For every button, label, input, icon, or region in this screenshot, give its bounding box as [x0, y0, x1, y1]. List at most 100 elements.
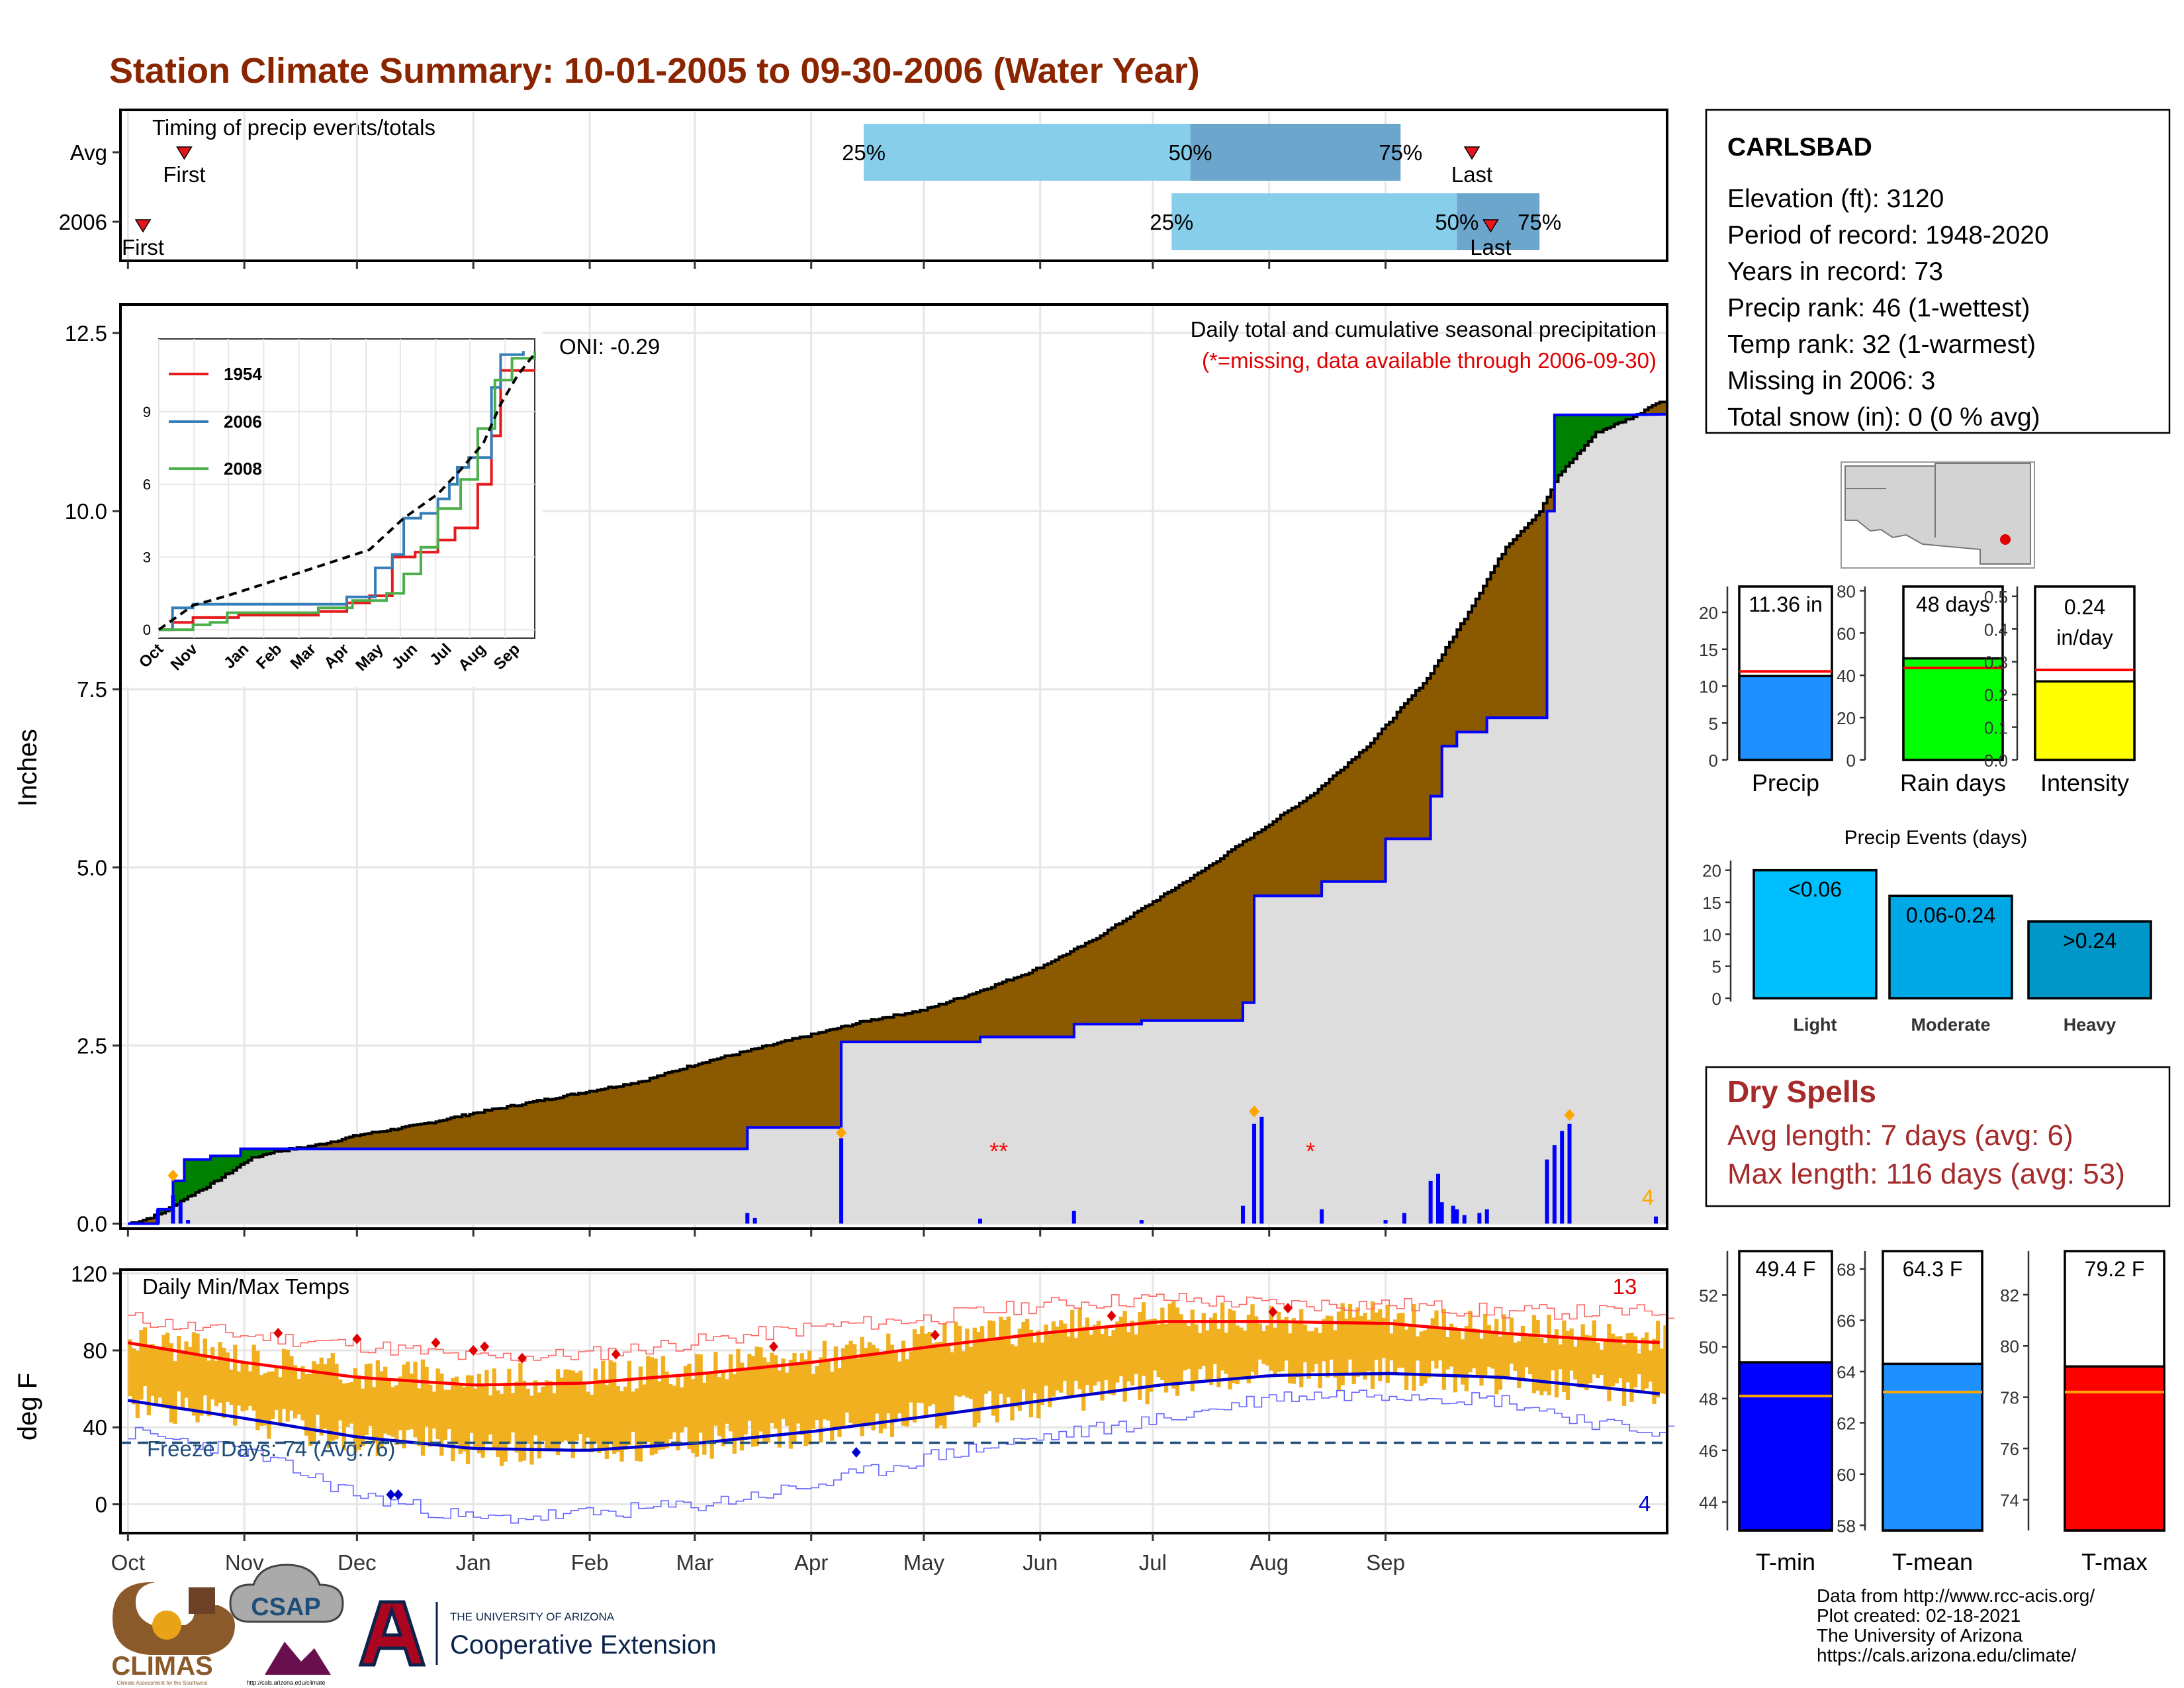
precip-ytick-label: 12.5: [65, 321, 107, 346]
precip-missing-marker: *: [1306, 1138, 1315, 1165]
precip-deficit-area: [1149, 904, 1154, 1021]
temp-daily-range-bar: [1239, 1327, 1244, 1377]
temp-daily-range-bar: [841, 1348, 846, 1428]
precip-deficit-area: [1547, 496, 1551, 512]
precip-deficit-area: [687, 1066, 692, 1149]
chart-rain-days-ytick-label: 80: [1837, 581, 1856, 601]
temp-daily-range-bar: [773, 1355, 778, 1429]
temp-daily-range-bar: [979, 1326, 985, 1409]
temp-daily-range-bar: [601, 1360, 606, 1451]
temp-daily-range-bar: [1070, 1309, 1075, 1398]
precip-deficit-area: [1378, 733, 1383, 882]
precip-deficit-area: [1506, 547, 1510, 718]
events-ytick-label: 5: [1712, 957, 1721, 977]
temp-daily-range-bar: [619, 1391, 624, 1462]
temp-daily-range-bar: [180, 1352, 185, 1409]
chart-intensity-bar: [2034, 680, 2136, 761]
precip-deficit-area: [1070, 951, 1075, 1037]
temp-daily-range-bar: [1347, 1303, 1353, 1360]
station-name: CARLSBAD: [1727, 133, 1872, 162]
precip-deficit-area: [1138, 911, 1142, 1025]
precip-deficit-area: [1104, 933, 1109, 1025]
temp-daily-range-bar: [1408, 1326, 1412, 1374]
precip-deficit-area: [593, 1091, 598, 1149]
precip-daily-bar: [1477, 1213, 1482, 1224]
temp-daily-range-bar: [158, 1349, 162, 1398]
precip-deficit-area: [1197, 872, 1203, 1021]
temp-daily-range-bar: [1573, 1346, 1578, 1380]
precip-surplus-area: [188, 1159, 193, 1197]
precip-deficit-area: [819, 1032, 823, 1128]
temp-daily-range-bar: [660, 1356, 666, 1450]
precip-deficit-area: [406, 1126, 410, 1149]
temp-daily-range-bar: [1551, 1336, 1555, 1371]
chart-t-min-ytick-label: 46: [1699, 1441, 1718, 1461]
precip-deficit-area: [582, 1093, 586, 1149]
temp-daily-range-bar: [1336, 1311, 1342, 1391]
precip-deficit-area: [1302, 801, 1308, 896]
footer: CLIMAS Climate Assessment for the Southw…: [111, 1564, 2095, 1686]
precip-deficit-area: [649, 1078, 655, 1149]
temp-ytick-label: 40: [83, 1415, 107, 1440]
chart-t-mean-value-label: 64.3 F: [1903, 1257, 1963, 1281]
temp-daily-range-bar: [1513, 1342, 1518, 1371]
precip-daily-bar: [978, 1218, 982, 1224]
precip-daily-bar: [839, 1138, 844, 1224]
temp-average-max-line: [127, 1320, 1660, 1387]
inset-legend-label: 2008: [224, 459, 262, 479]
temp-daily-range-bar: [1310, 1331, 1315, 1372]
precip-surplus-area: [191, 1159, 197, 1196]
temp-daily-range-bar: [143, 1327, 148, 1386]
chart-t-mean-ytick-label: 64: [1837, 1362, 1856, 1382]
temp-daily-range-bar: [139, 1330, 144, 1400]
temp-daily-range-bar: [1160, 1307, 1165, 1380]
temp-daily-range-bar: [807, 1350, 812, 1445]
temp-daily-range-bar: [1359, 1315, 1364, 1374]
precip-deficit-area: [503, 1108, 508, 1149]
temp-daily-range-bar: [195, 1333, 200, 1423]
temp-daily-range-bar: [886, 1333, 891, 1414]
precip-deficit-area: [1048, 963, 1052, 1037]
precip-deficit-area: [931, 1007, 936, 1043]
temp-daily-range-bar: [1663, 1325, 1668, 1395]
temp-daily-range-bar: [326, 1358, 332, 1448]
temp-daily-range-bar: [709, 1372, 714, 1459]
events-ytick-label: 0: [1712, 989, 1721, 1009]
temp-daily-range-bar: [991, 1321, 996, 1416]
precip-deficit-area: [439, 1121, 444, 1149]
freeze-label: Freeze Days: 74 (Avg:76): [147, 1436, 395, 1461]
temp-ytick-label: 120: [71, 1262, 107, 1286]
temp-daily-range-bar: [462, 1387, 467, 1452]
precip-deficit-area: [942, 1004, 947, 1043]
temp-daily-range-bar: [1453, 1327, 1457, 1393]
precip-deficit-area: [379, 1131, 384, 1149]
precip-deficit-area: [788, 1040, 793, 1128]
temp-daily-range-bar: [574, 1372, 579, 1441]
temp-daily-range-bar: [372, 1387, 377, 1442]
precip-deficit-area: [664, 1073, 669, 1149]
precip-deficit-area: [345, 1137, 350, 1149]
temp-daily-range-bar: [1633, 1336, 1638, 1387]
temp-daily-range-bar: [522, 1380, 527, 1461]
record-low-marker: [393, 1489, 403, 1500]
chart-rain-days-category-label: Rain days: [1900, 769, 2006, 796]
temp-daily-range-bar: [1558, 1344, 1563, 1370]
precip-deficit-area: [507, 1106, 512, 1149]
precip-deficit-area: [315, 1145, 320, 1149]
temp-daily-range-bar: [1036, 1330, 1041, 1419]
temp-daily-range-bar: [406, 1361, 410, 1430]
precip-surplus-area: [1625, 414, 1630, 420]
precip-deficit-area: [1457, 630, 1461, 732]
precip-deficit-area: [338, 1141, 343, 1149]
temp-daily-range-bar: [1183, 1322, 1187, 1371]
temp-daily-range-bar: [770, 1352, 774, 1423]
month-label-sep: Sep: [1366, 1550, 1405, 1575]
precip-deficit-area: [319, 1144, 324, 1149]
precip-deficit-area: [725, 1055, 729, 1149]
temp-daily-range-bar: [1299, 1309, 1304, 1387]
precip-deficit-area: [668, 1072, 673, 1149]
precip-deficit-area: [552, 1099, 557, 1149]
temp-daily-range-bar: [1637, 1353, 1641, 1374]
precip-deficit-area: [334, 1141, 339, 1149]
precip-surplus-area: [1618, 414, 1623, 423]
